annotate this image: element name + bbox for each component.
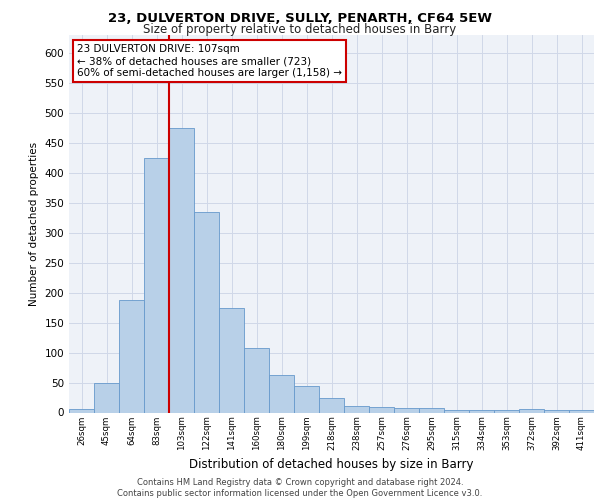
Text: 23, DULVERTON DRIVE, SULLY, PENARTH, CF64 5EW: 23, DULVERTON DRIVE, SULLY, PENARTH, CF6…: [108, 12, 492, 24]
Bar: [119, 300, 144, 412]
Bar: [519, 409, 544, 412]
Bar: [294, 386, 319, 412]
Bar: [544, 410, 569, 412]
Bar: [94, 382, 119, 412]
Bar: [244, 348, 269, 412]
Bar: [169, 128, 194, 412]
Bar: [369, 406, 394, 412]
Bar: [69, 409, 94, 412]
Bar: [469, 410, 494, 412]
Y-axis label: Number of detached properties: Number of detached properties: [29, 142, 39, 306]
Bar: [494, 410, 519, 412]
Bar: [319, 398, 344, 412]
Bar: [394, 408, 419, 412]
Bar: [194, 212, 219, 412]
Bar: [419, 408, 444, 412]
Bar: [144, 158, 169, 412]
Bar: [344, 406, 369, 412]
Bar: [444, 410, 469, 412]
Bar: [219, 308, 244, 412]
Text: 23 DULVERTON DRIVE: 107sqm
← 38% of detached houses are smaller (723)
60% of sem: 23 DULVERTON DRIVE: 107sqm ← 38% of deta…: [77, 44, 342, 78]
Bar: [569, 410, 594, 412]
Text: Contains HM Land Registry data © Crown copyright and database right 2024.
Contai: Contains HM Land Registry data © Crown c…: [118, 478, 482, 498]
Bar: [269, 376, 294, 412]
X-axis label: Distribution of detached houses by size in Barry: Distribution of detached houses by size …: [189, 458, 474, 471]
Text: Size of property relative to detached houses in Barry: Size of property relative to detached ho…: [143, 22, 457, 36]
